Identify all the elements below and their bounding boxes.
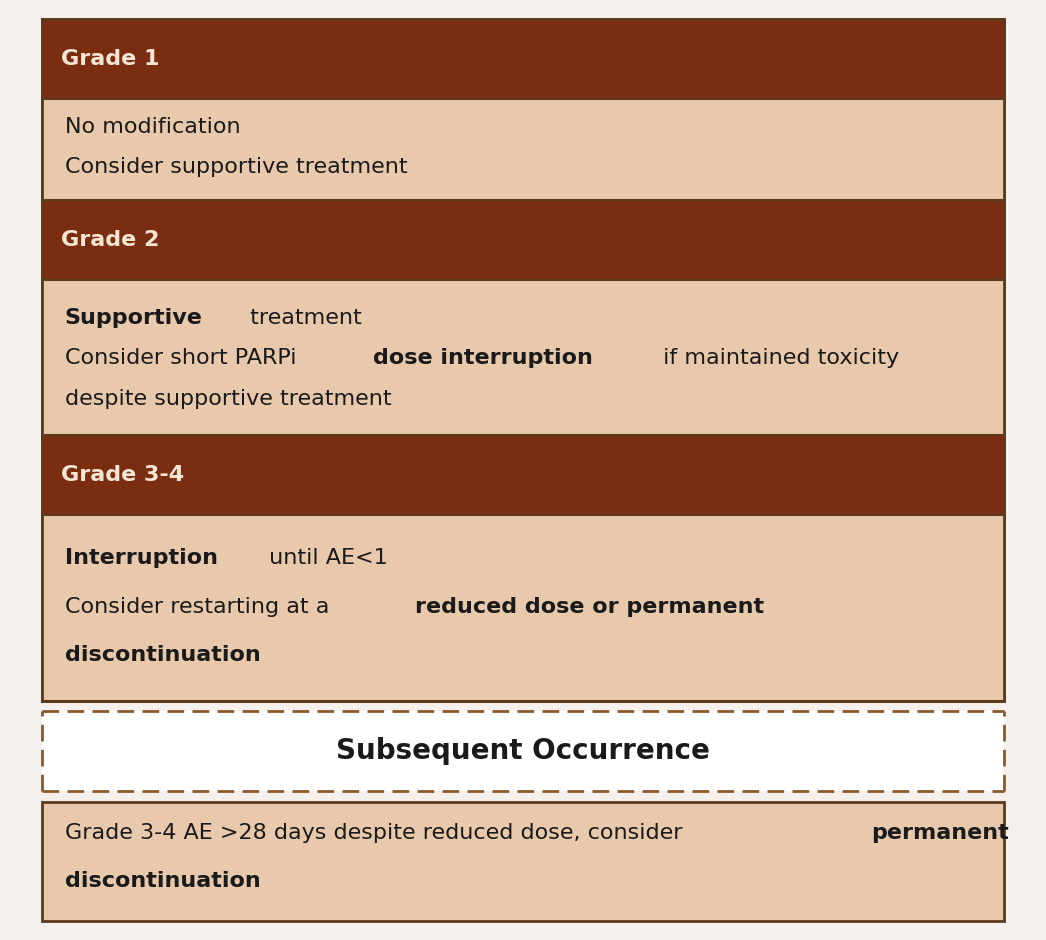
Bar bbox=[42, 19, 1004, 700]
Text: Consider supportive treatment: Consider supportive treatment bbox=[65, 157, 408, 177]
Text: discontinuation: discontinuation bbox=[65, 871, 260, 891]
Text: reduced dose or permanent: reduced dose or permanent bbox=[415, 597, 765, 617]
Text: permanent: permanent bbox=[871, 823, 1008, 843]
Text: treatment: treatment bbox=[243, 308, 362, 328]
Text: Grade 2: Grade 2 bbox=[61, 230, 159, 250]
Bar bbox=[42, 19, 1004, 700]
Text: Interruption: Interruption bbox=[65, 548, 218, 568]
Text: Consider short PARPi: Consider short PARPi bbox=[65, 349, 303, 368]
Text: Supportive: Supportive bbox=[65, 308, 203, 328]
Bar bbox=[42, 200, 1004, 280]
Text: No modification: No modification bbox=[65, 117, 241, 137]
Bar bbox=[42, 802, 1004, 921]
Bar bbox=[42, 435, 1004, 515]
Bar bbox=[42, 280, 1004, 435]
Text: Grade 1: Grade 1 bbox=[61, 49, 159, 69]
Text: Consider restarting at a: Consider restarting at a bbox=[65, 597, 337, 617]
Text: if maintained toxicity: if maintained toxicity bbox=[657, 349, 900, 368]
Text: Grade 3-4 AE >28 days despite reduced dose, consider: Grade 3-4 AE >28 days despite reduced do… bbox=[65, 823, 689, 843]
Bar bbox=[42, 515, 1004, 700]
Text: Subsequent Occurrence: Subsequent Occurrence bbox=[336, 737, 710, 765]
Bar bbox=[42, 19, 1004, 99]
Text: discontinuation: discontinuation bbox=[65, 646, 260, 666]
Text: dose interruption: dose interruption bbox=[372, 349, 593, 368]
Text: until AE<1: until AE<1 bbox=[263, 548, 388, 568]
Text: despite supportive treatment: despite supportive treatment bbox=[65, 389, 391, 409]
Bar bbox=[42, 712, 1004, 791]
Bar bbox=[42, 99, 1004, 200]
Text: Grade 3-4: Grade 3-4 bbox=[61, 465, 184, 485]
